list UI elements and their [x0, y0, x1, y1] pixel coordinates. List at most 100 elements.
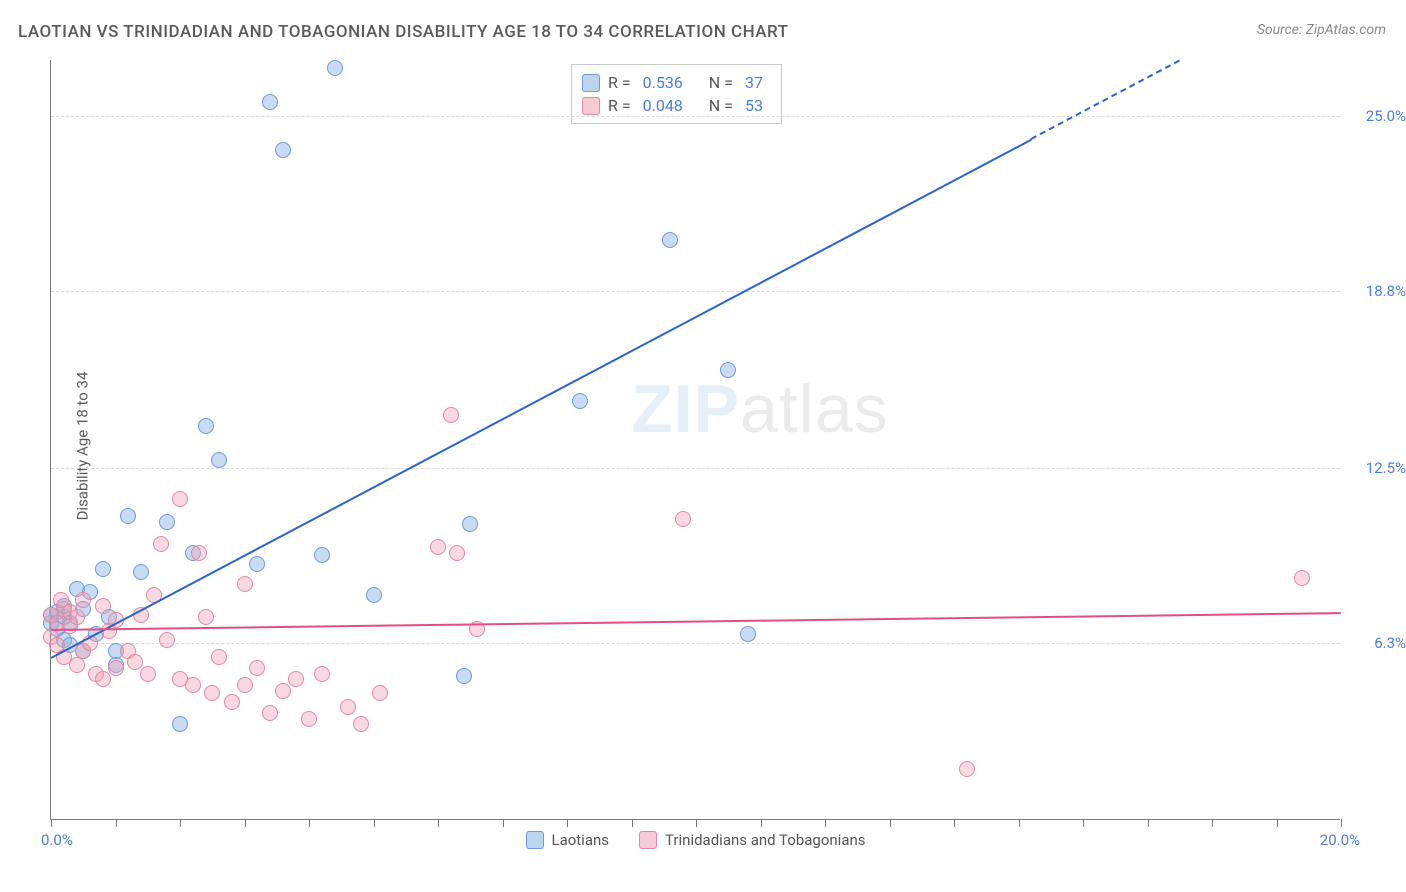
legend-label: Trinidadians and Tobagonians: [665, 831, 865, 849]
data-point-trinidadians: [95, 671, 111, 687]
data-point-trinidadians: [1294, 570, 1310, 586]
plot-area: ZIPatlas R =0.536N =37R =0.048N =53 0.0%…: [50, 60, 1340, 820]
data-point-laotians: [159, 514, 175, 530]
x-tick: [1148, 819, 1149, 827]
data-point-laotians: [249, 556, 265, 572]
x-tick: [374, 819, 375, 827]
n-value: 53: [745, 96, 763, 115]
data-point-trinidadians: [262, 705, 278, 721]
data-point-laotians: [120, 508, 136, 524]
data-point-laotians: [275, 142, 291, 158]
stats-legend: R =0.536N =37R =0.048N =53: [571, 64, 782, 124]
data-point-laotians: [572, 393, 588, 409]
n-value: 37: [745, 73, 763, 92]
legend-row: R = 0.536 N = 37: [582, 71, 767, 94]
x-tick: [309, 819, 310, 827]
data-point-laotians: [366, 587, 382, 603]
swatch-pink-icon: [582, 97, 600, 115]
x-tick: [1019, 819, 1020, 827]
x-tick: [245, 819, 246, 827]
x-tick: [890, 819, 891, 827]
n-label: N =: [709, 96, 733, 115]
trend-line: [51, 139, 1032, 659]
r-label: R =: [608, 96, 631, 115]
data-point-laotians: [133, 564, 149, 580]
r-value: 0.536: [643, 73, 683, 92]
data-point-trinidadians: [353, 716, 369, 732]
swatch-blue-icon: [525, 831, 543, 849]
data-point-trinidadians: [159, 632, 175, 648]
data-point-trinidadians: [249, 660, 265, 676]
data-point-trinidadians: [191, 545, 207, 561]
x-tick: [1341, 819, 1342, 827]
x-tick: [632, 819, 633, 827]
correlation-chart: LAOTIAN VS TRINIDADIAN AND TOBAGONIAN DI…: [0, 0, 1406, 892]
data-point-trinidadians: [108, 660, 124, 676]
data-point-trinidadians: [237, 576, 253, 592]
x-tick: [116, 819, 117, 827]
x-tick: [567, 819, 568, 827]
data-point-trinidadians: [959, 761, 975, 777]
data-point-laotians: [327, 60, 343, 76]
data-point-trinidadians: [675, 511, 691, 527]
y-tick-label: 25.0%: [1366, 107, 1406, 125]
data-point-trinidadians: [340, 699, 356, 715]
watermark: ZIPatlas: [631, 370, 888, 448]
data-point-trinidadians: [185, 677, 201, 693]
data-point-laotians: [314, 547, 330, 563]
data-point-laotians: [456, 668, 472, 684]
x-tick: [1083, 819, 1084, 827]
data-point-laotians: [198, 418, 214, 434]
data-point-trinidadians: [95, 598, 111, 614]
chart-title: LAOTIAN VS TRINIDADIAN AND TOBAGONIAN DI…: [18, 22, 789, 42]
y-tick-label: 18.8%: [1366, 282, 1406, 300]
data-point-trinidadians: [288, 671, 304, 687]
n-label: N =: [709, 73, 733, 92]
data-point-laotians: [262, 94, 278, 110]
data-point-trinidadians: [372, 685, 388, 701]
legend-row: R =0.048N =53: [582, 94, 767, 117]
data-point-trinidadians: [211, 649, 227, 665]
series-legend: Laotians Trinidadians and Tobagonians: [525, 831, 865, 849]
trend-line: [1031, 60, 1180, 140]
data-point-trinidadians: [204, 685, 220, 701]
data-point-trinidadians: [198, 609, 214, 625]
x-tick: [696, 819, 697, 827]
data-point-laotians: [172, 716, 188, 732]
gridline: [51, 116, 1340, 117]
x-tick: [954, 819, 955, 827]
data-point-laotians: [662, 232, 678, 248]
legend-item-pink: Trinidadians and Tobagonians: [639, 831, 865, 849]
data-point-trinidadians: [275, 683, 291, 699]
x-tick: [180, 819, 181, 827]
data-point-trinidadians: [237, 677, 253, 693]
data-point-trinidadians: [140, 666, 156, 682]
data-point-trinidadians: [314, 666, 330, 682]
data-point-trinidadians: [301, 711, 317, 727]
data-point-trinidadians: [75, 592, 91, 608]
data-point-trinidadians: [224, 694, 240, 710]
swatch-blue-icon: [582, 74, 600, 92]
x-tick: [51, 819, 52, 827]
legend-label: Laotians: [551, 831, 609, 849]
x-max-label: 20.0%: [1320, 831, 1360, 849]
swatch-pink-icon: [639, 831, 657, 849]
data-point-laotians: [740, 626, 756, 642]
data-point-laotians: [95, 561, 111, 577]
x-tick: [825, 819, 826, 827]
x-tick: [761, 819, 762, 827]
x-tick: [503, 819, 504, 827]
data-point-trinidadians: [172, 491, 188, 507]
data-point-laotians: [720, 362, 736, 378]
data-point-trinidadians: [69, 609, 85, 625]
data-point-trinidadians: [53, 592, 69, 608]
data-point-trinidadians: [153, 536, 169, 552]
gridline: [51, 291, 1340, 292]
x-tick: [1277, 819, 1278, 827]
x-tick: [1212, 819, 1213, 827]
r-label: R =: [608, 73, 631, 92]
data-point-trinidadians: [443, 407, 459, 423]
gridline: [51, 468, 1340, 469]
source-label: Source: ZipAtlas.com: [1257, 22, 1386, 38]
x-tick: [438, 819, 439, 827]
